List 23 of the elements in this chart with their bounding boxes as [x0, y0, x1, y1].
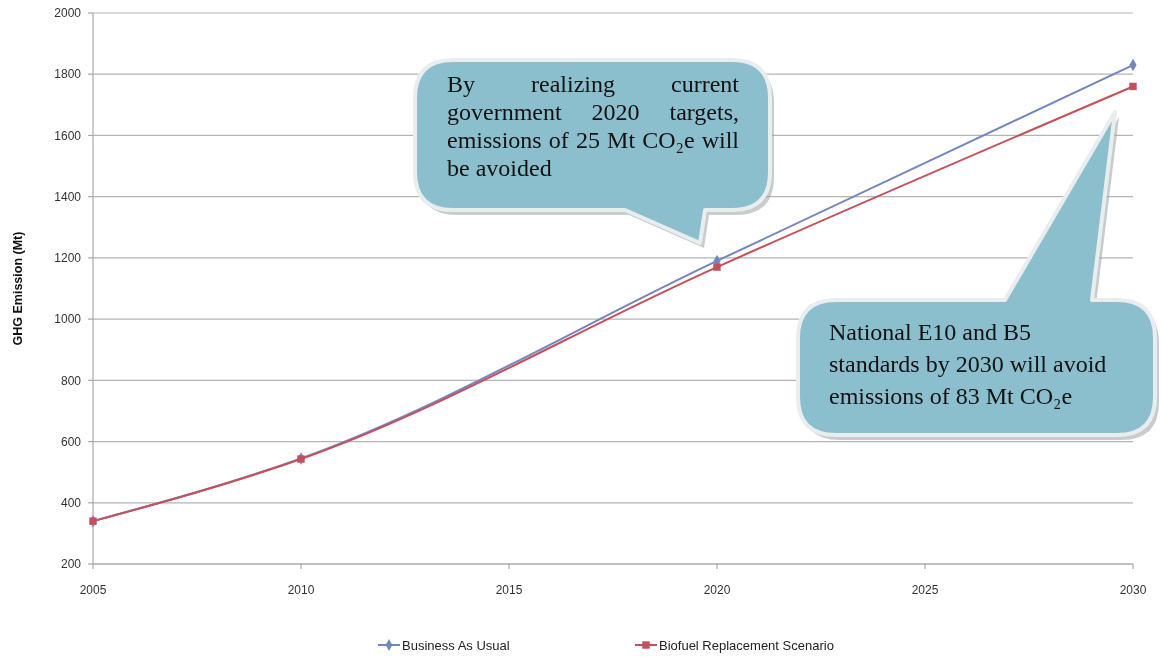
y-tick-label: 1400	[54, 189, 82, 204]
y-tick-label: 1000	[54, 312, 82, 327]
y-tick-label: 1800	[54, 67, 82, 82]
legend-label: Business As Usual	[402, 637, 510, 653]
y-tick-label: 200	[60, 557, 82, 572]
x-tick-label: 2015	[495, 583, 523, 597]
x-tick-label: 2005	[79, 583, 107, 597]
y-tick-label: 800	[60, 373, 82, 388]
point	[1129, 82, 1137, 91]
x-tick-label: 2025	[911, 583, 939, 597]
y-tick-label: 600	[60, 434, 82, 449]
legend-label: Biofuel Replacement Scenario	[659, 637, 834, 653]
y-tick-label: 1600	[54, 128, 82, 143]
annotation: By realizing current government 2020 targets, emissions of 25 Mt CO₂e will be avoided	[447, 70, 739, 182]
x-tick-label: 2010	[287, 583, 315, 597]
y-tick-label: 400	[60, 495, 82, 510]
y-tick-label: 2000	[54, 6, 82, 21]
y-tick-label: 1200	[54, 251, 82, 266]
annotation: National E10 and B5 standards by 2030 will avoid emissions of 83 Mt CO₂e	[829, 318, 1108, 411]
point	[713, 263, 721, 271]
x-tick-label: 2030	[1119, 583, 1147, 597]
x-tick-label: 2020	[703, 583, 731, 597]
y-axis-title: GHG Emission (Mt)	[11, 231, 25, 346]
